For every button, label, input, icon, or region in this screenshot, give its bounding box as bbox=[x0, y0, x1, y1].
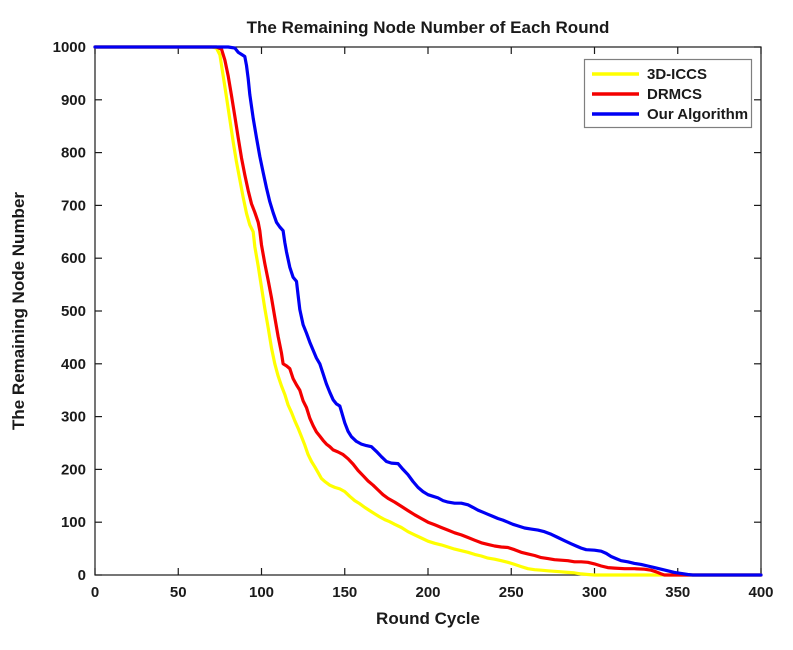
x-tick-label: 50 bbox=[170, 584, 187, 601]
series-line-drmcs bbox=[93, 45, 763, 577]
y-tick-label: 700 bbox=[61, 197, 86, 214]
x-tick-label: 300 bbox=[582, 584, 607, 601]
y-tick-label: 400 bbox=[61, 356, 86, 373]
y-tick-label: 600 bbox=[61, 250, 86, 267]
y-tick-label: 200 bbox=[61, 461, 86, 478]
x-tick-label: 250 bbox=[499, 584, 524, 601]
x-axis-label: Round Cycle bbox=[376, 609, 480, 628]
legend-label-our-algorithm: Our Algorithm bbox=[647, 106, 748, 123]
y-tick-label: 800 bbox=[61, 145, 86, 162]
x-tick-label: 350 bbox=[665, 584, 690, 601]
y-tick-label: 100 bbox=[61, 514, 86, 531]
x-tick-label: 100 bbox=[249, 584, 274, 601]
legend: 3D-ICCS DRMCS Our Algorithm bbox=[583, 58, 753, 129]
y-tick-label: 0 bbox=[78, 567, 86, 584]
legend-label-3d-iccs: 3D-ICCS bbox=[647, 66, 707, 83]
y-tick-label: 900 bbox=[61, 92, 86, 109]
x-tick-label: 150 bbox=[332, 584, 357, 601]
y-axis-label: The Remaining Node Number bbox=[9, 192, 28, 430]
legend-label-drmcs: DRMCS bbox=[647, 86, 702, 103]
x-tick-label: 400 bbox=[748, 584, 773, 601]
x-tick-label: 0 bbox=[91, 584, 99, 601]
x-tick-label: 200 bbox=[415, 584, 440, 601]
series-line-3d-iccs bbox=[93, 45, 763, 577]
y-tick-label: 500 bbox=[61, 303, 86, 320]
plot-area: 0 50 100 150 200 250 300 350 400 0 100 200 300 400 500… bbox=[53, 39, 774, 601]
series-line-our-algorithm bbox=[93, 45, 763, 577]
chart-title: The Remaining Node Number of Each Round bbox=[247, 18, 610, 37]
y-tick-label: 300 bbox=[61, 409, 86, 426]
y-tick-label: 1000 bbox=[53, 39, 86, 56]
